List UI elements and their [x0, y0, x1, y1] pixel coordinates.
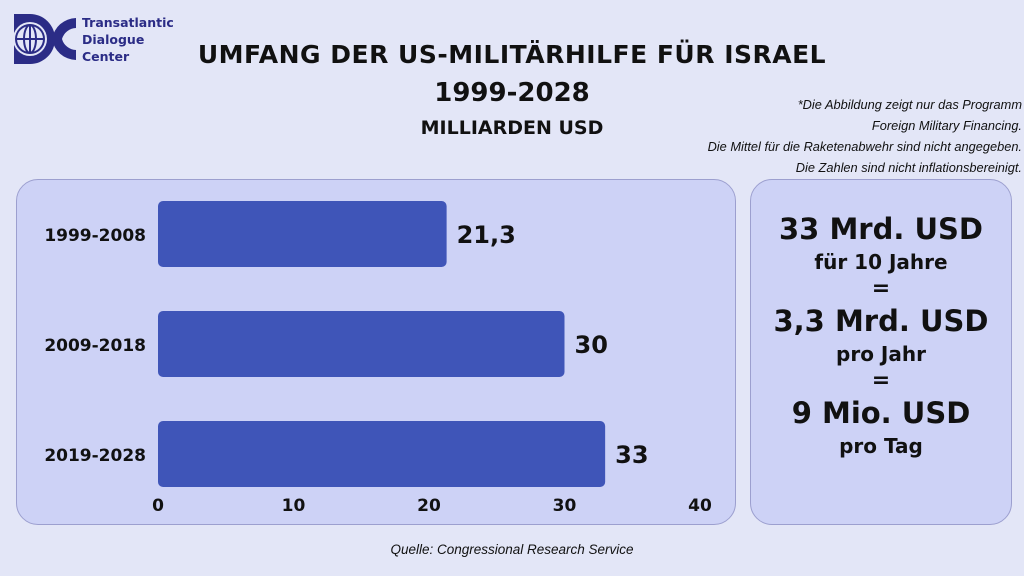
category-label: 1999-2008 [44, 226, 146, 246]
footnote-line-4: Die Zahlen sind nicht inflationsbereinig… [795, 160, 1022, 175]
x-tick-label: 0 [152, 496, 164, 516]
page-subtitle-unit: MILLIARDEN USD [420, 117, 604, 139]
footnote-line-1: *Die Abbildung zeigt nur das Programm [797, 97, 1022, 112]
page-title: UMFANG DER US-MILITÄRHILFE FÜR ISRAEL [197, 40, 827, 69]
logo-line-2: Dialogue [82, 32, 145, 47]
bar [158, 201, 447, 267]
info-per-day-value: 9 Mio. USD [791, 396, 971, 430]
category-label: 2019-2028 [44, 446, 146, 466]
x-tick-label: 30 [553, 496, 577, 516]
footnote-line-2: Foreign Military Financing. [871, 118, 1022, 133]
info-total: 33 Mrd. USD [779, 212, 983, 246]
footnote-line-3: Die Mittel für die Raketenabwehr sind ni… [707, 139, 1022, 154]
info-panel: 33 Mrd. USD für 10 Jahre = 3,3 Mrd. USD … [750, 179, 1012, 525]
logo-line-3: Center [82, 49, 130, 64]
bar-chart: 1999-2008 21,3 2009-2018 30 2019-2028 33 0 10 20… [44, 201, 712, 516]
info-per-day-label: pro Tag [839, 434, 923, 458]
bar [158, 311, 565, 377]
info-per-year-value: 3,3 Mrd. USD [773, 304, 989, 338]
category-label: 2009-2018 [44, 336, 146, 356]
x-tick-label: 20 [417, 496, 441, 516]
page-subtitle-years: 1999-2028 [434, 78, 590, 108]
bar [158, 421, 606, 487]
info-period: für 10 Jahre [814, 250, 948, 274]
x-tick-label: 10 [282, 496, 306, 516]
x-tick-label: 40 [688, 496, 712, 516]
info-equals-2: = [871, 368, 891, 393]
source-note: Quelle: Congressional Research Service [390, 542, 634, 557]
data-label: 33 [615, 441, 648, 469]
tdc-logo-icon [13, 14, 76, 64]
chart-panel: 1999-2008 21,3 2009-2018 30 2019-2028 33 0 10 20… [16, 179, 736, 525]
info-equals-1: = [871, 276, 891, 301]
footnote: *Die Abbildung zeigt nur das Programm Fo… [642, 94, 1022, 178]
logo-text: Transatlantic Dialogue Center [82, 14, 174, 65]
data-label: 30 [575, 331, 608, 359]
info-per-year-label: pro Jahr [836, 342, 926, 366]
logo-line-1: Transatlantic [82, 15, 174, 30]
data-label: 21,3 [457, 221, 516, 249]
